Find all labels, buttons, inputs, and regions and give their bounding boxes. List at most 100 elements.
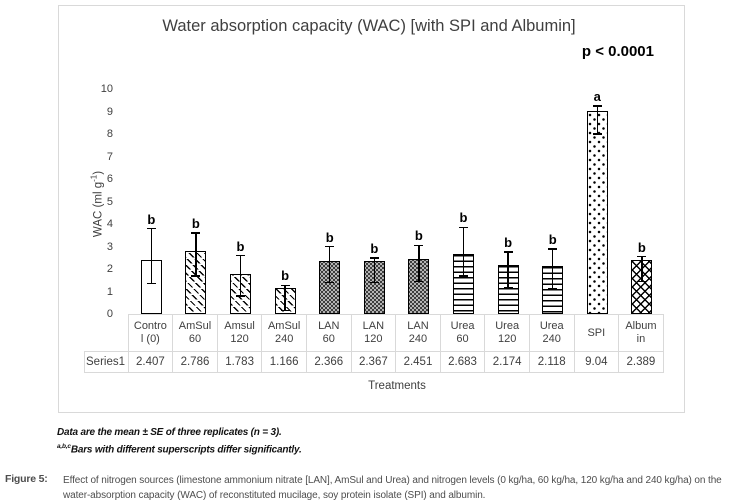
sig-letter-urea-240: b: [548, 231, 557, 247]
category-column-albumin: b: [620, 89, 665, 314]
table-value-urea-60: 2.683: [440, 352, 486, 373]
error-bar-control-0: [150, 228, 153, 284]
table-col-header-lan-120: LAN 120: [351, 314, 397, 352]
table-value-urea-120: 2.174: [485, 352, 530, 373]
x-axis-title: Treatments: [368, 380, 426, 392]
error-cap-lower-control-0: [146, 282, 156, 285]
category-column-amsul-240: b: [263, 89, 308, 314]
error-cap-lower-amsul-120: [235, 295, 245, 297]
figure-caption-text: Effect of nitrogen sources (limestone am…: [63, 475, 722, 501]
table-value-amsul-60: 2.786: [173, 352, 218, 373]
sig-letter-lan-120: b: [370, 240, 379, 256]
sig-letter-urea-120: b: [504, 235, 513, 251]
category-column-amsul-60: b: [174, 89, 219, 314]
error-cap-upper-amsul-240: [280, 284, 290, 287]
y-tick-label-8: 8: [106, 128, 113, 140]
y-tick-label-2: 2: [106, 263, 113, 275]
category-column-amsul-120: b: [218, 89, 263, 314]
table-value-lan-240: 2.451: [396, 352, 441, 373]
y-tick-label-5: 5: [106, 195, 113, 208]
bar-urea-240: [542, 266, 564, 314]
figure-caption-label: Figure 5:: [5, 473, 48, 485]
error-cap-upper-urea-60: [458, 226, 468, 229]
table-col-header-control-0: Contro l (0): [128, 314, 174, 352]
error-cap-lower-lan-60: [325, 281, 335, 284]
error-cap-upper-lan-120: [369, 256, 379, 259]
error-cap-upper-amsul-120: [235, 254, 245, 257]
y-tick-label-3: 3: [106, 240, 113, 253]
error-bar-urea-60: [462, 227, 465, 276]
plot-area: b b b b b b b b b b a b: [129, 89, 665, 314]
bar-lan-60: [319, 260, 341, 314]
error-cap-upper-lan-60: [325, 245, 335, 248]
bar-amsul-60: [185, 251, 207, 314]
bar-albumin: [631, 260, 653, 314]
chart-frame: Water absorption capacity (WAC) [with SP…: [58, 5, 685, 413]
table-col-header-urea-120: Urea 120: [485, 314, 530, 352]
error-bar-albumin: [641, 256, 643, 282]
table-col-header-urea-240: Urea 240: [529, 314, 575, 352]
category-column-urea-120: b: [486, 89, 531, 314]
table-series-row-header: Series1: [84, 352, 129, 373]
error-cap-lower-urea-60: [458, 274, 468, 277]
bar-lan-240: [408, 258, 430, 314]
category-column-control-0: b: [129, 89, 174, 314]
error-bar-amsul-240: [284, 285, 286, 311]
table-value-spi: 9.04: [574, 352, 620, 373]
bar-urea-60: [452, 253, 474, 314]
chart-data-table: Contro l (0) AmSul 60 Amsul 120 AmSul 240 LAN 60 L…: [84, 314, 664, 373]
table-col-header-amsul-60: AmSul 60: [173, 314, 218, 352]
category-column-lan-120: b: [352, 89, 397, 314]
table-value-control-0: 2.407: [128, 352, 174, 373]
category-column-spi: a: [575, 89, 620, 314]
sig-letter-lan-240: b: [414, 228, 423, 244]
table-col-header-lan-240: LAN 240: [396, 314, 441, 352]
category-column-urea-240: b: [530, 89, 575, 314]
table-col-header-amsul-240: AmSul 240: [262, 314, 307, 352]
category-column-urea-60: b: [441, 89, 486, 314]
error-bar-amsul-120: [239, 255, 242, 296]
error-cap-upper-albumin: [637, 255, 647, 258]
sig-letter-albumin: b: [637, 239, 646, 255]
table-col-header-spi: SPI: [574, 314, 620, 352]
footnote-superscripts: a,b,cBars with different superscripts di…: [57, 443, 302, 456]
category-column-lan-240: b: [397, 89, 442, 314]
table-col-header-amsul-120: Amsul 120: [217, 314, 263, 352]
sig-letter-amsul-60: b: [191, 216, 200, 231]
table-value-urea-240: 2.118: [529, 352, 575, 373]
error-cap-upper-urea-120: [503, 251, 513, 253]
footnote-mean-se: Data are the mean ± SE of three replicat…: [57, 427, 282, 438]
error-bar-urea-120: [507, 252, 509, 289]
y-tick-label-6: 6: [106, 173, 113, 185]
error-cap-lower-lan-240: [414, 280, 424, 283]
table-value-lan-120: 2.367: [351, 352, 397, 373]
y-tick-label-7: 7: [106, 150, 113, 163]
bar-urea-120: [497, 265, 519, 314]
chart-title: Water absorption capacity (WAC) [with SP…: [162, 17, 576, 35]
error-cap-lower-urea-120: [503, 287, 513, 289]
error-cap-upper-spi: [592, 105, 602, 107]
p-value-annotation: p < 0.0001: [581, 43, 654, 60]
error-cap-upper-urea-240: [548, 247, 558, 250]
error-cap-upper-control-0: [146, 227, 156, 230]
table-value-amsul-120: 1.783: [217, 352, 263, 373]
error-bar-urea-240: [551, 248, 554, 290]
error-cap-lower-lan-120: [369, 281, 379, 284]
sig-letter-lan-60: b: [325, 229, 334, 245]
table-value-lan-60: 2.366: [306, 352, 352, 373]
sig-letter-urea-60: b: [459, 210, 468, 226]
error-cap-lower-amsul-240: [280, 309, 290, 312]
error-bar-spi: [596, 105, 599, 134]
table-value-albumin: 2.389: [619, 352, 664, 373]
error-bar-lan-60: [328, 246, 331, 283]
table-col-header-lan-60: LAN 60: [306, 314, 352, 352]
error-bar-lan-120: [373, 257, 376, 283]
error-cap-upper-lan-240: [414, 244, 424, 247]
sig-letter-amsul-120: b: [236, 238, 245, 254]
sig-letter-control-0: b: [147, 211, 156, 227]
category-column-lan-60: b: [307, 89, 352, 314]
error-bar-amsul-60: [195, 233, 197, 276]
y-tick-label-10: 10: [100, 83, 113, 95]
table-value-amsul-240: 1.166: [262, 352, 307, 373]
